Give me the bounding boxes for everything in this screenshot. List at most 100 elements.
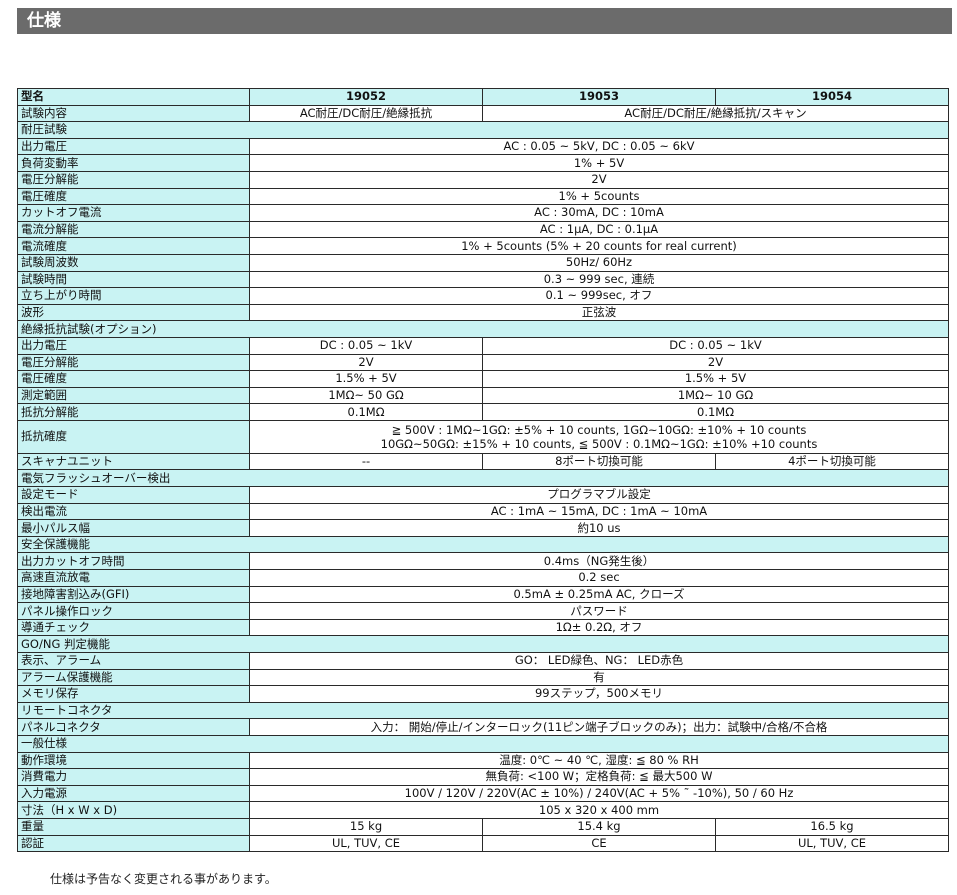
row-value: AC : 1mA ~ 15mA, DC : 1mA ~ 10mA [249,502,949,521]
row-value: 100V / 120V / 220V(AC ± 10%) / 240V(AC +… [249,784,949,803]
table-row: スキャナユニット -- 8ポート切換可能 4ポート切換可能 [17,452,949,471]
row-label: 重量 [17,817,250,836]
row-label: 設定モード [17,486,250,504]
row-value: AC : 30mA, DC : 10mA [249,204,949,222]
row-label: カットオフ電流 [17,204,250,222]
footnote: 仕様は予告なく変更される事があります。 [50,872,277,886]
section-heading: 耐圧試験 [17,121,949,139]
table-row: 高速直流放電 0.2 sec [17,569,949,587]
row-label: 電流確度 [17,237,250,255]
row-label: 立ち上がり時間 [17,287,250,305]
table-row: 設定モード プログラマブル設定 [17,486,949,504]
row-value: UL, TUV, CE [715,834,949,853]
table-row: 試験内容 AC耐圧/DC耐圧/絶縁抵抗 AC耐圧/DC耐圧/絶縁抵抗/スキャン [17,104,949,123]
row-label: 出力電圧 [17,336,250,355]
row-label: スキャナユニット [17,452,250,471]
row-label: 入力電源 [17,784,250,803]
row-value: 105 x 320 x 400 mm [249,801,949,819]
table-row: 抵抗分解能 0.1MΩ 0.1MΩ [17,403,949,421]
table-row: 消費電力 無負荷: <100 W；定格負荷: ≦ 最大500 W [17,768,949,786]
row-value: 1% + 5counts (5% + 20 counts for real cu… [249,237,949,255]
row-label: 出力電圧 [17,137,250,156]
table-row: 電圧確度 1% + 5counts [17,187,949,206]
row-label: 抵抗分解能 [17,403,250,421]
row-label: メモリ保存 [17,685,250,703]
section-heading: 電気フラッシュオーバー検出 [17,469,949,488]
row-value: 1.5% + 5V [249,370,483,388]
table-row: 電圧分解能 2V [17,170,949,189]
row-value: 温度: 0℃ ~ 40 ℃, 湿度: ≦ 80 % RH [249,751,949,770]
table-row: 重量 15 kg 15.4 kg 16.5 kg [17,817,949,836]
spec-table: 型名 19052 19053 19054 試験内容 AC耐圧/DC耐圧/絶縁抵抗… [17,88,949,853]
table-row: 負荷変動率 1% + 5V [17,154,949,172]
section-row: 絶縁抵抗試験(オプション) [17,320,949,338]
row-value: 0.1MΩ [482,403,949,421]
table-row: パネルコネクタ 入力： 開始/停止/インターロック(11ピン端子ブロックのみ)；… [17,718,949,736]
row-value: 16.5 kg [715,817,949,836]
table-row: 接地障害割込み(GFI) 0.5mA ± 0.25mA AC, クローズ [17,585,949,604]
section-row: 電気フラッシュオーバー検出 [17,469,949,488]
table-row: 寸法（H x W x D) 105 x 320 x 400 mm [17,801,949,819]
row-value: ≧ 500V : 1MΩ~1GΩ: ±5% + 10 counts, 1GΩ~1… [249,419,949,454]
accuracy-line-2: 10GΩ~50GΩ: ±15% + 10 counts, ≦ 500V : 0.… [380,436,818,451]
section-row: 安全保護機能 [17,535,949,554]
row-value: 15.4 kg [482,817,716,836]
row-value: プログラマブル設定 [249,486,949,504]
row-value: 2V [249,170,949,189]
table-row: 出力電圧 DC : 0.05 ~ 1kV DC : 0.05 ~ 1kV [17,336,949,355]
table-row: 電流分解能 AC : 1μA, DC : 0.1μA [17,220,949,239]
model-19052: 19052 [249,88,483,106]
table-row: 電流確度 1% + 5counts (5% + 20 counts for re… [17,237,949,255]
row-value: 0.3 ~ 999 sec, 連続 [249,270,949,289]
row-label: アラーム保護機能 [17,668,250,687]
row-value: 1MΩ~ 50 GΩ [249,386,483,405]
section-row: 一般仕様 [17,734,949,753]
row-label: 検出電流 [17,502,250,521]
row-value: GO： LED緑色、NG： LED赤色 [249,652,949,670]
section-heading: 安全保護機能 [17,535,949,554]
table-row: パネル操作ロック パスワード [17,602,949,620]
table-row: 出力電圧 AC : 0.05 ~ 5kV, DC : 0.05 ~ 6kV [17,137,949,156]
row-label: 試験周波数 [17,253,250,272]
row-value: 0.2 sec [249,569,949,587]
row-value: パスワード [249,602,949,620]
row-value: 有 [249,668,949,687]
section-heading: GO/NG 判定機能 [17,635,949,653]
row-label: 試験内容 [17,104,250,123]
row-value: AC : 0.05 ~ 5kV, DC : 0.05 ~ 6kV [249,137,949,156]
table-row: 抵抗確度 ≧ 500V : 1MΩ~1GΩ: ±5% + 10 counts, … [17,419,949,454]
table-row: 導通チェック 1Ω± 0.2Ω, オフ [17,618,949,637]
row-value: 2V [482,353,949,372]
table-row: 出力カットオフ時間 0.4ms（NG発生後） [17,552,949,571]
row-value: 1Ω± 0.2Ω, オフ [249,618,949,637]
row-label: 動作環境 [17,751,250,770]
model-19054: 19054 [715,88,949,106]
row-value: DC : 0.05 ~ 1kV [249,336,483,355]
row-label: 消費電力 [17,768,250,786]
row-label: 試験時間 [17,270,250,289]
table-row: 動作環境 温度: 0℃ ~ 40 ℃, 湿度: ≦ 80 % RH [17,751,949,770]
table-header-row: 型名 19052 19053 19054 [17,88,949,106]
row-value: AC耐圧/DC耐圧/絶縁抵抗 [249,104,483,123]
row-value: 99ステップ，500メモリ [249,685,949,703]
row-label: 電圧分解能 [17,170,250,189]
row-value: 1.5% + 5V [482,370,949,388]
table-row: 入力電源 100V / 120V / 220V(AC ± 10%) / 240V… [17,784,949,803]
row-label: パネルコネクタ [17,718,250,736]
row-value: AC耐圧/DC耐圧/絶縁抵抗/スキャン [482,104,949,123]
row-value: 50Hz/ 60Hz [249,253,949,272]
row-value: DC : 0.05 ~ 1kV [482,336,949,355]
row-label: 接地障害割込み(GFI) [17,585,250,604]
row-value: 8ポート切換可能 [482,452,716,471]
row-label: 表示、アラーム [17,652,250,670]
row-label: 最小パルス幅 [17,519,250,537]
table-row: 波形 正弦波 [17,303,949,322]
row-value: CE [482,834,716,853]
row-value: AC : 1μA, DC : 0.1μA [249,220,949,239]
table-row: 立ち上がり時間 0.1 ~ 999sec, オフ [17,287,949,305]
table-row: 検出電流 AC : 1mA ~ 15mA, DC : 1mA ~ 10mA [17,502,949,521]
page-title: 仕様 [17,8,952,34]
row-label: 導通チェック [17,618,250,637]
table-row: 電圧確度 1.5% + 5V 1.5% + 5V [17,370,949,388]
table-row: カットオフ電流 AC : 30mA, DC : 10mA [17,204,949,222]
